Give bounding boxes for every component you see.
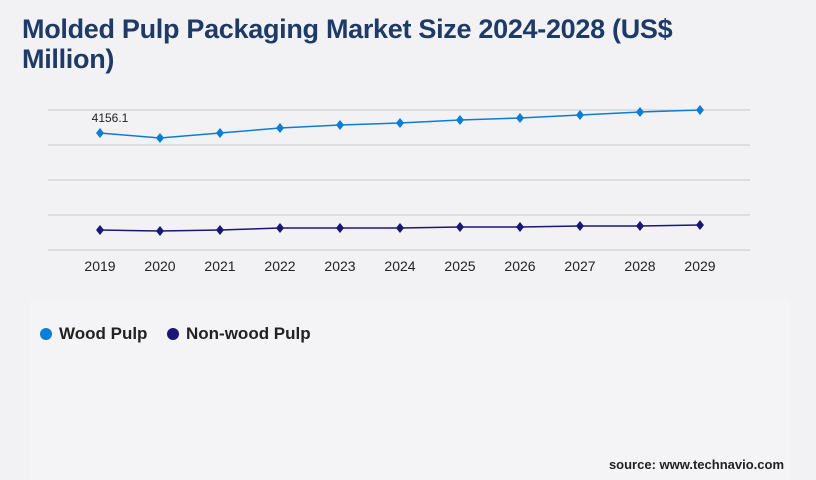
x-tick-label: 2027 [564, 258, 595, 274]
x-tick-label: 2019 [84, 258, 115, 274]
x-tick-label: 2028 [624, 258, 655, 274]
data-point [516, 112, 524, 123]
data-point [96, 127, 104, 138]
data-point [156, 133, 164, 144]
legend-panel [30, 300, 790, 480]
data-point [516, 221, 524, 232]
data-point [636, 221, 644, 232]
data-point [336, 223, 344, 234]
data-point [576, 221, 584, 232]
data-point [336, 120, 344, 131]
legend-marker-icon [40, 328, 52, 340]
x-tick-label: 2025 [444, 258, 475, 274]
x-tick-label: 2021 [204, 258, 235, 274]
legend-marker-icon [167, 328, 179, 340]
legend-item-non-wood-pulp[interactable]: Non-wood Pulp [167, 324, 311, 344]
data-point [156, 225, 164, 236]
data-point [636, 106, 644, 117]
data-label: 4156.1 [92, 111, 129, 125]
data-point [216, 128, 224, 139]
data-point [696, 220, 704, 231]
data-point [216, 225, 224, 236]
data-point [576, 110, 584, 121]
data-point [96, 225, 104, 236]
data-point [456, 221, 464, 232]
x-tick-label: 2023 [324, 258, 355, 274]
legend-label: Wood Pulp [59, 324, 148, 343]
legend-label: Non-wood Pulp [186, 324, 311, 343]
data-point [396, 118, 404, 129]
x-tick-label: 2026 [504, 258, 535, 274]
legend-item-wood-pulp[interactable]: Wood Pulp [40, 324, 147, 344]
line-chart: 2019 2020 2021 2022 2023 2024 2025 2026 2027 2028… [48, 105, 750, 274]
data-point [276, 122, 284, 133]
x-tick-label: 2022 [264, 258, 295, 274]
data-point [696, 105, 704, 115]
data-point [456, 114, 464, 125]
data-point [276, 223, 284, 234]
x-tick-label: 2024 [384, 258, 415, 274]
data-point [396, 223, 404, 234]
x-tick-label: 2029 [684, 258, 715, 274]
chart-title: Molded Pulp Packaging Market Size 2024-2… [22, 14, 673, 74]
x-tick-label: 2020 [144, 258, 175, 274]
source-text: source: www.technavio.com [608, 457, 784, 472]
